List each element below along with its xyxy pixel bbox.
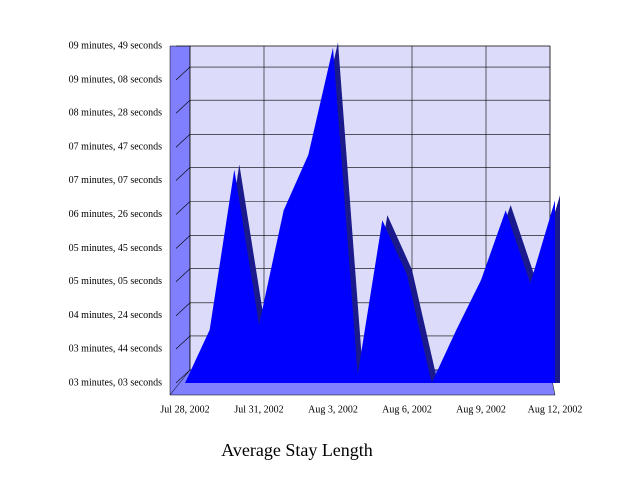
tick-mark bbox=[175, 66, 191, 81]
y-tick-label: 09 minutes, 08 seconds bbox=[69, 74, 162, 85]
y-tick-label: 05 minutes, 45 seconds bbox=[69, 243, 162, 254]
x-tick-label: Aug 6, 2002 bbox=[382, 404, 432, 415]
tick-mark bbox=[175, 201, 191, 215]
tick-mark bbox=[175, 268, 191, 282]
tick-mark bbox=[175, 369, 191, 384]
tick-mark bbox=[175, 167, 191, 181]
y-tick-label: 07 minutes, 07 seconds bbox=[69, 175, 162, 186]
y-tick-label: 05 minutes, 05 seconds bbox=[69, 276, 162, 287]
x-tick-label: Aug 12, 2002 bbox=[528, 404, 583, 415]
y-tick-label: 09 minutes, 49 seconds bbox=[69, 40, 162, 51]
x-tick-label: Aug 3, 2002 bbox=[308, 404, 358, 415]
plot bbox=[185, 42, 560, 384]
left-wall bbox=[169, 45, 191, 396]
tick-mark bbox=[175, 335, 191, 350]
y-tick-label: 07 minutes, 47 seconds bbox=[69, 142, 162, 153]
tick-mark bbox=[175, 235, 191, 249]
y-tick-label: 03 minutes, 03 seconds bbox=[69, 377, 162, 388]
y-tick-label: 08 minutes, 28 seconds bbox=[69, 108, 162, 119]
y-tick-label: 06 minutes, 26 seconds bbox=[69, 209, 162, 220]
y-tick-label: 04 minutes, 24 seconds bbox=[69, 310, 162, 321]
y-tick-label: 03 minutes, 44 seconds bbox=[69, 343, 162, 354]
tick-mark bbox=[175, 134, 191, 148]
tick-mark bbox=[175, 100, 191, 114]
chart-title: Average Stay Length bbox=[221, 440, 373, 460]
area bbox=[185, 47, 555, 384]
tick-mark bbox=[175, 302, 191, 316]
x-tick-label: Aug 9, 2002 bbox=[456, 404, 506, 415]
x-tick-label: Jul 28, 2002 bbox=[160, 404, 209, 415]
x-tick-label: Jul 31, 2002 bbox=[234, 404, 283, 415]
